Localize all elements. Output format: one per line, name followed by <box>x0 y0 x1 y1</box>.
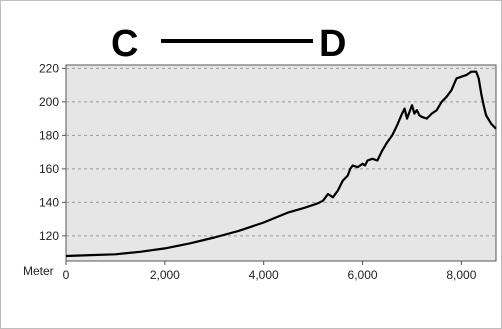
y-axis: 120 140 160 180 200 220 <box>39 61 66 243</box>
y-tick-label: 200 <box>39 95 59 109</box>
elevation-line <box>65 70 497 258</box>
y-tick-label: 220 <box>39 61 59 75</box>
x-tick-label: 6,000 <box>348 268 378 282</box>
x-tick-label: 4,000 <box>249 268 279 282</box>
y-tick-label: 180 <box>39 128 59 142</box>
unit-label: Meter <box>23 264 54 278</box>
y-tick-label: 160 <box>39 162 59 176</box>
title-start-label: C <box>111 23 138 65</box>
plot-area <box>65 64 497 262</box>
y-tick-label: 120 <box>39 229 59 243</box>
title-end-label: D <box>319 23 346 65</box>
x-tick-label: 8,000 <box>446 268 476 282</box>
x-axis: 0 2,000 4,000 6,000 8,000 <box>63 261 477 282</box>
x-tick-label: 2,000 <box>150 268 180 282</box>
y-tick-label: 140 <box>39 195 59 209</box>
x-tick-label: 0 <box>63 268 70 282</box>
